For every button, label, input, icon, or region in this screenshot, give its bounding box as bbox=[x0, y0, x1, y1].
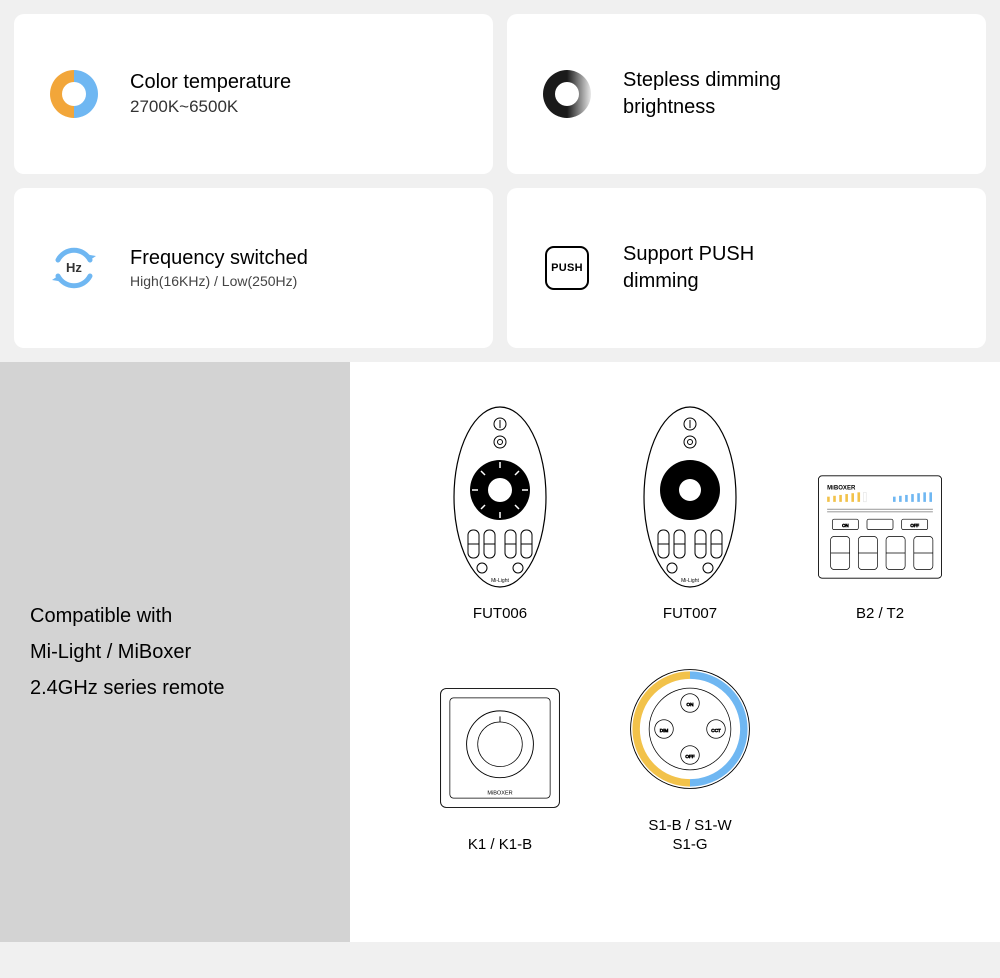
compat-line-3: 2.4GHz series remote bbox=[30, 670, 225, 706]
panel-k1-icon: MiBOXER bbox=[435, 673, 565, 823]
feature-text: Frequency switched High(16KHz) / Low(250… bbox=[130, 245, 308, 291]
remote-fut007-icon: Mi-Light bbox=[625, 402, 755, 592]
svg-text:Mi-Light: Mi-Light bbox=[681, 578, 699, 584]
product-k1: MiBOXER K1 / K1-B bbox=[420, 673, 580, 855]
products-grid: Mi-Light FUT006 bbox=[420, 402, 960, 855]
feature-subtitle: High(16KHz) / Low(250Hz) bbox=[130, 272, 308, 291]
svg-text:MiBOXER: MiBOXER bbox=[827, 486, 856, 492]
product-label: B2 / T2 bbox=[856, 604, 904, 624]
svg-text:MiBOXER: MiBOXER bbox=[487, 790, 512, 796]
product-b2t2: MiBOXER bbox=[800, 462, 960, 624]
svg-text:CCT: CCT bbox=[711, 727, 721, 732]
feature-subtitle: brightness bbox=[623, 94, 781, 121]
svg-text:DIM: DIM bbox=[660, 727, 669, 732]
products-panel: Mi-Light FUT006 bbox=[350, 362, 1000, 942]
remote-fut006-icon: Mi-Light bbox=[435, 402, 565, 592]
product-label: K1 / K1-B bbox=[468, 835, 532, 855]
feature-title: Stepless dimming bbox=[623, 67, 781, 94]
compatibility-section: Compatible with Mi-Light / MiBoxer 2.4GH… bbox=[0, 362, 1000, 942]
push-label: PUSH bbox=[545, 246, 589, 290]
feature-card-stepless: Stepless dimming brightness bbox=[507, 14, 986, 174]
feature-title: Color temperature bbox=[130, 69, 291, 96]
svg-text:Mi-Light: Mi-Light bbox=[491, 578, 509, 584]
dial-s1-icon: ON OFF DIM CCT bbox=[625, 654, 755, 804]
features-grid: Color temperature 2700K~6500K bbox=[0, 0, 1000, 362]
feature-text: Stepless dimming brightness bbox=[623, 67, 781, 121]
compat-line-2: Mi-Light / MiBoxer bbox=[30, 634, 225, 670]
panel-b2t2-icon: MiBOXER bbox=[815, 462, 945, 592]
product-label: S1-B / S1-W S1-G bbox=[648, 816, 731, 855]
compat-line-1: Compatible with bbox=[30, 598, 225, 634]
feature-text: Support PUSH dimming bbox=[623, 241, 754, 295]
svg-text:OFF: OFF bbox=[685, 753, 694, 758]
svg-text:Hz: Hz bbox=[66, 260, 82, 275]
product-fut006: Mi-Light FUT006 bbox=[420, 402, 580, 624]
svg-text:ON: ON bbox=[842, 523, 849, 528]
product-label: FUT007 bbox=[663, 604, 717, 624]
compatibility-text-panel: Compatible with Mi-Light / MiBoxer 2.4GH… bbox=[0, 362, 350, 942]
hz-arrows-icon: Hz bbox=[44, 238, 104, 298]
compatibility-text: Compatible with Mi-Light / MiBoxer 2.4GH… bbox=[30, 598, 225, 706]
push-box-icon: PUSH bbox=[537, 238, 597, 298]
feature-subtitle: 2700K~6500K bbox=[130, 96, 291, 119]
feature-card-color-temp: Color temperature 2700K~6500K bbox=[14, 14, 493, 174]
feature-title: Support PUSH bbox=[623, 241, 754, 268]
feature-card-push: PUSH Support PUSH dimming bbox=[507, 188, 986, 348]
product-label: FUT006 bbox=[473, 604, 527, 624]
ring-dark-fade-icon bbox=[537, 64, 597, 124]
feature-subtitle: dimming bbox=[623, 268, 754, 295]
ring-warm-cool-icon bbox=[44, 64, 104, 124]
feature-title: Frequency switched bbox=[130, 245, 308, 272]
svg-text:OFF: OFF bbox=[910, 523, 919, 528]
svg-text:ON: ON bbox=[687, 701, 694, 706]
feature-text: Color temperature 2700K~6500K bbox=[130, 69, 291, 119]
product-s1: ON OFF DIM CCT S1-B / S1-W S1-G bbox=[610, 654, 770, 855]
feature-card-frequency: Hz Frequency switched High(16KHz) / Low(… bbox=[14, 188, 493, 348]
product-fut007: Mi-Light FUT007 bbox=[610, 402, 770, 624]
